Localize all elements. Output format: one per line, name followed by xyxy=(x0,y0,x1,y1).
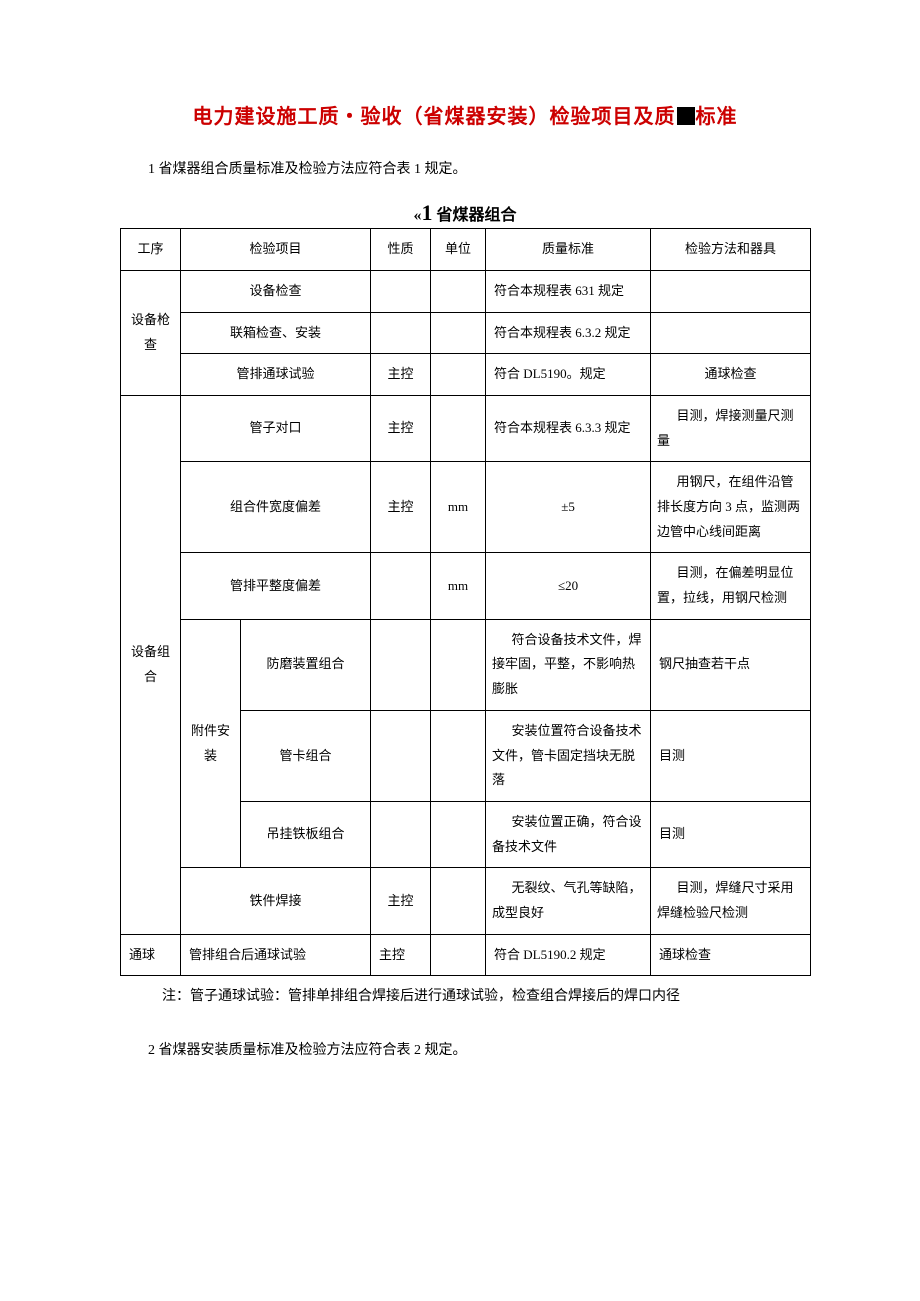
cell xyxy=(431,270,486,312)
cell: 防磨装置组合 xyxy=(241,619,371,710)
cell xyxy=(431,710,486,801)
group3-label: 通球 xyxy=(121,934,181,976)
table-caption: «1 省煤器组合 xyxy=(120,200,810,226)
group2-sub-label: 附件安装 xyxy=(181,619,241,868)
cell: 钢尺抽查若干点 xyxy=(651,619,811,710)
cell xyxy=(431,354,486,396)
cell: 目测 xyxy=(651,801,811,867)
table-row: 联箱检查、安装 符合本规程表 6.3.2 规定 xyxy=(121,312,811,354)
cell xyxy=(371,553,431,619)
table-row: 设备枪查 设备检查 符合本规程表 631 规定 xyxy=(121,270,811,312)
cell xyxy=(371,801,431,867)
cell: ±5 xyxy=(486,462,651,553)
cell xyxy=(431,934,486,976)
cell: 通球检查 xyxy=(651,354,811,396)
cell: 无裂纹、气孔等缺陷，成型良好 xyxy=(486,868,651,934)
doc-title: 电力建设施工质・验收（省煤器安装）检验项目及质标准 xyxy=(120,100,810,129)
cell: 符合设备技术文件，焊接牢固，平整，不影响热膨胀 xyxy=(486,619,651,710)
intro-1: 1 省煤器组合质量标准及检验方法应符合表 1 规定。 xyxy=(120,157,810,182)
blackbox-icon xyxy=(677,107,695,125)
table-row: 附件安装 防磨装置组合 符合设备技术文件，焊接牢固，平整，不影响热膨胀 钢尺抽查… xyxy=(121,619,811,710)
cell: 组合件宽度偏差 xyxy=(181,462,371,553)
cell xyxy=(431,312,486,354)
cell: 吊挂铁板组合 xyxy=(241,801,371,867)
col-method: 检验方法和器具 xyxy=(651,229,811,271)
caption-num: 1 xyxy=(421,200,432,225)
col-unit: 单位 xyxy=(431,229,486,271)
cell xyxy=(371,270,431,312)
cell: ≤20 xyxy=(486,553,651,619)
table-row: 组合件宽度偏差 主控 mm ±5 用钢尺，在组件沿管排长度方向 3 点，监测两边… xyxy=(121,462,811,553)
group1-label: 设备枪查 xyxy=(121,270,181,395)
table-row: 设备组合 管子对口 主控 符合本规程表 6.3.3 规定 目测，焊接测量尺测量 xyxy=(121,395,811,461)
cell: 符合本规程表 6.3.3 规定 xyxy=(486,395,651,461)
cell: 主控 xyxy=(371,354,431,396)
cell xyxy=(651,312,811,354)
intro-2: 2 省煤器安装质量标准及检验方法应符合表 2 规定。 xyxy=(120,1038,810,1063)
cell: 主控 xyxy=(371,462,431,553)
table-row: 通球 管排组合后通球试验 主控 符合 DL5190.2 规定 通球检查 xyxy=(121,934,811,976)
title-suffix: 标准 xyxy=(696,106,738,128)
cell: 符合本规程表 631 规定 xyxy=(486,270,651,312)
col-std: 质量标准 xyxy=(486,229,651,271)
table-row: 铁件焊接 主控 无裂纹、气孔等缺陷，成型良好 目测，焊缝尺寸采用焊缝检验尺检测 xyxy=(121,868,811,934)
cell: 联箱检查、安装 xyxy=(181,312,371,354)
table-1: 工序 检验项目 性质 单位 质量标准 检验方法和器具 设备枪查 设备检查 符合本… xyxy=(120,228,811,976)
cell: 目测，焊缝尺寸采用焊缝检验尺检测 xyxy=(651,868,811,934)
caption-suffix: 省煤器组合 xyxy=(432,207,516,224)
col-nature: 性质 xyxy=(371,229,431,271)
col-gx: 工序 xyxy=(121,229,181,271)
cell xyxy=(431,868,486,934)
cell: 安装位置符合设备技术文件，管卡固定挡块无脱落 xyxy=(486,710,651,801)
cell: 用钢尺，在组件沿管排长度方向 3 点，监测两边管中心线间距离 xyxy=(651,462,811,553)
cell: mm xyxy=(431,553,486,619)
cell: 管卡组合 xyxy=(241,710,371,801)
cell: 管子对口 xyxy=(181,395,371,461)
cell: 设备检查 xyxy=(181,270,371,312)
cell: 符合本规程表 6.3.2 规定 xyxy=(486,312,651,354)
cell: mm xyxy=(431,462,486,553)
table-row: 管排通球试验 主控 符合 DL5190。规定 通球检查 xyxy=(121,354,811,396)
cell: 铁件焊接 xyxy=(181,868,371,934)
cell: 符合 DL5190.2 规定 xyxy=(486,934,651,976)
header-row: 工序 检验项目 性质 单位 质量标准 检验方法和器具 xyxy=(121,229,811,271)
cell xyxy=(371,710,431,801)
cell: 安装位置正确，符合设备技术文件 xyxy=(486,801,651,867)
cell: 主控 xyxy=(371,934,431,976)
cell xyxy=(431,619,486,710)
cell: 主控 xyxy=(371,868,431,934)
group2-label: 设备组合 xyxy=(121,395,181,934)
col-item: 检验项目 xyxy=(181,229,371,271)
cell: 目测，焊接测量尺测量 xyxy=(651,395,811,461)
title-red: 电力建设施工质・验收（省煤器安装）检验项目及质 xyxy=(193,106,676,128)
cell: 通球检查 xyxy=(651,934,811,976)
cell: 主控 xyxy=(371,395,431,461)
table-note: 注：管子通球试验：管排单排组合焊接后进行通球试验，检查组合焊接后的焊口内径 xyxy=(120,984,810,1009)
cell: 管排组合后通球试验 xyxy=(181,934,371,976)
cell xyxy=(431,395,486,461)
cell: 目测，在偏差明显位置，拉线，用钢尺检测 xyxy=(651,553,811,619)
cell xyxy=(371,619,431,710)
cell xyxy=(371,312,431,354)
cell: 管排平整度偏差 xyxy=(181,553,371,619)
table-row: 管排平整度偏差 mm ≤20 目测，在偏差明显位置，拉线，用钢尺检测 xyxy=(121,553,811,619)
cell xyxy=(431,801,486,867)
cell: 管排通球试验 xyxy=(181,354,371,396)
cell: 符合 DL5190。规定 xyxy=(486,354,651,396)
cell xyxy=(651,270,811,312)
cell: 目测 xyxy=(651,710,811,801)
